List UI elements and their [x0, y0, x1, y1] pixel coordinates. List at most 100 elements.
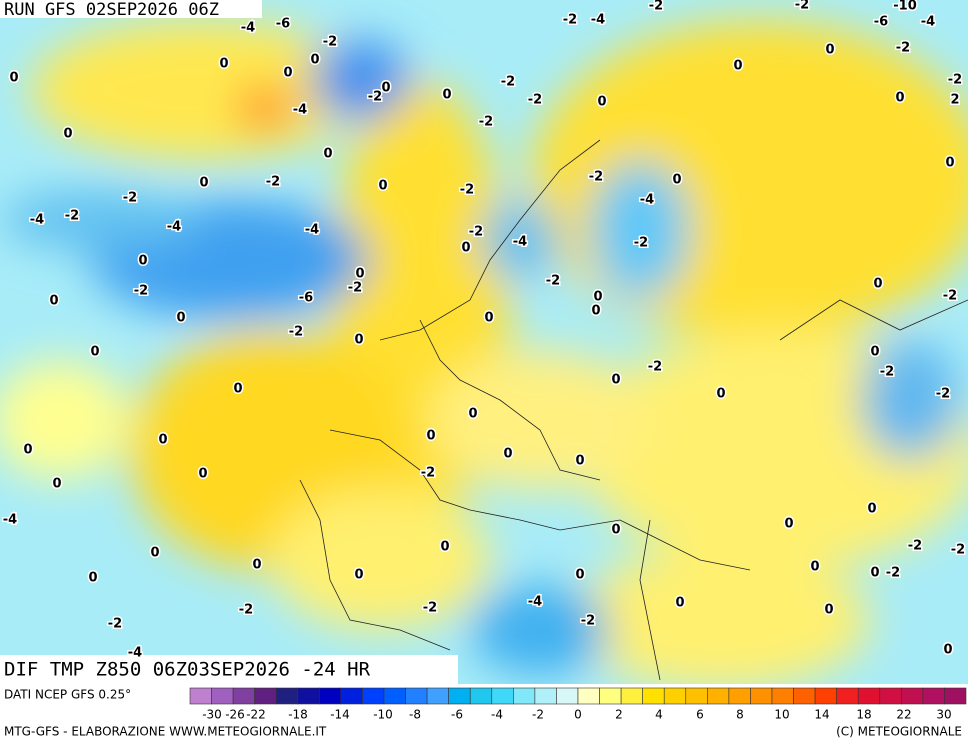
- contour-label: 0: [63, 127, 72, 142]
- contour-label: 0: [870, 345, 879, 360]
- scale-label: 30: [936, 708, 951, 722]
- contour-label: -2: [423, 601, 437, 616]
- contour-label: 0: [591, 304, 600, 319]
- contour-label: 2: [950, 93, 959, 108]
- contour-label: -2: [648, 360, 662, 375]
- scale-swatch: [901, 687, 924, 705]
- contour-label: 0: [138, 254, 147, 269]
- contour-label: -2: [479, 115, 493, 130]
- contour-label: -4: [305, 223, 319, 238]
- scale-swatch: [750, 687, 773, 705]
- contour-label: -2: [936, 387, 950, 402]
- contour-label: -4: [128, 646, 142, 661]
- contour-label: 0: [484, 311, 493, 326]
- copyright-label: (C) METEOGIORNALE: [836, 725, 962, 739]
- contour-label: -2: [65, 209, 79, 224]
- contour-label: -2: [795, 0, 809, 13]
- contour-label: -4: [528, 595, 542, 610]
- scale-swatch: [599, 687, 622, 705]
- scale-swatch: [922, 687, 945, 705]
- scale-label: 2: [615, 708, 623, 722]
- contour-label: 0: [895, 91, 904, 106]
- contour-label: 0: [733, 59, 742, 74]
- contour-label: 0: [824, 603, 833, 618]
- contour-label: -2: [886, 566, 900, 581]
- map-field: [0, 0, 968, 684]
- scale-label: 14: [814, 708, 829, 722]
- scale-swatch: [793, 687, 816, 705]
- scale-swatch: [707, 687, 730, 705]
- contour-label: 0: [672, 173, 681, 188]
- contour-label: 0: [219, 57, 228, 72]
- source-label: DATI NCEP GFS 0.25°: [4, 688, 131, 702]
- scale-swatch: [189, 687, 212, 705]
- scale-label: -30: [202, 708, 222, 722]
- contour-label: 0: [503, 447, 512, 462]
- scale-label: -6: [451, 708, 463, 722]
- contour-label: -2: [501, 75, 515, 90]
- contour-label: -2: [948, 73, 962, 88]
- contour-label: -2: [368, 90, 382, 105]
- scale-label: -14: [330, 708, 350, 722]
- contour-label: 0: [442, 88, 451, 103]
- contour-label: -4: [30, 213, 44, 228]
- contour-label: -2: [123, 191, 137, 206]
- scale-label: -18: [288, 708, 308, 722]
- contour-label: -4: [591, 13, 605, 28]
- contour-label: -2: [239, 603, 253, 618]
- contour-label: 0: [810, 560, 819, 575]
- contour-label: 0: [52, 477, 61, 492]
- contour-label: -2: [421, 466, 435, 481]
- scale-swatch: [340, 687, 363, 705]
- contour-label: -2: [563, 13, 577, 28]
- contour-label: -4: [3, 513, 17, 528]
- scale-label: -26: [225, 708, 245, 722]
- scale-label: 8: [736, 708, 744, 722]
- scale-swatch: [513, 687, 536, 705]
- scale-swatch: [685, 687, 708, 705]
- contour-label: 0: [310, 53, 319, 68]
- contour-label: -6: [276, 17, 290, 32]
- contour-label: 0: [150, 546, 159, 561]
- contour-label: 0: [354, 333, 363, 348]
- scale-swatch: [469, 687, 493, 705]
- run-label: RUN GFS 02SEP2026 06Z: [4, 0, 219, 20]
- scale-label: 22: [896, 708, 911, 722]
- contour-label: -4: [241, 21, 255, 36]
- scale-swatch: [556, 687, 579, 705]
- contour-label: 0: [784, 517, 793, 532]
- contour-label: -4: [513, 235, 527, 250]
- scale-swatch: [319, 687, 342, 705]
- scale-swatch: [642, 687, 665, 705]
- scale-swatch: [405, 687, 428, 705]
- contour-label: -2: [134, 284, 148, 299]
- scale-swatch: [383, 687, 406, 705]
- scale-swatch: [211, 687, 234, 705]
- contour-label: 0: [873, 277, 882, 292]
- contour-label: 0: [252, 558, 261, 573]
- scale-label: -4: [491, 708, 503, 722]
- contour-label: 0: [199, 176, 208, 191]
- scale-label: -2: [532, 708, 544, 722]
- contour-label: 0: [426, 429, 435, 444]
- contour-label: 0: [716, 387, 725, 402]
- color-scale: -30 -26 -22 -18 -14 -10 -8 -6 -4 -2 0 2 4 6 8 10 14 18 22 3…: [189, 687, 967, 722]
- contour-label: -2: [649, 0, 663, 14]
- product-label: DIF TMP Z850 06Z03SEP2026 -24 HR: [4, 659, 371, 681]
- scale-swatch: [362, 687, 385, 705]
- contour-label: 0: [355, 267, 364, 282]
- contour-label: 0: [88, 571, 97, 586]
- contour-label: 0: [158, 433, 167, 448]
- contour-label: -2: [908, 539, 922, 554]
- contour-label: 0: [354, 568, 363, 583]
- contour-label: -6: [299, 291, 313, 306]
- contour-label: -2: [323, 35, 337, 50]
- contour-label: 0: [945, 156, 954, 171]
- scale-label: 4: [655, 708, 663, 722]
- contour-label: 0: [468, 407, 477, 422]
- contour-label: -2: [289, 325, 303, 340]
- contour-label: -2: [896, 41, 910, 56]
- contour-label: 0: [675, 596, 684, 611]
- scale-swatch: [620, 687, 643, 705]
